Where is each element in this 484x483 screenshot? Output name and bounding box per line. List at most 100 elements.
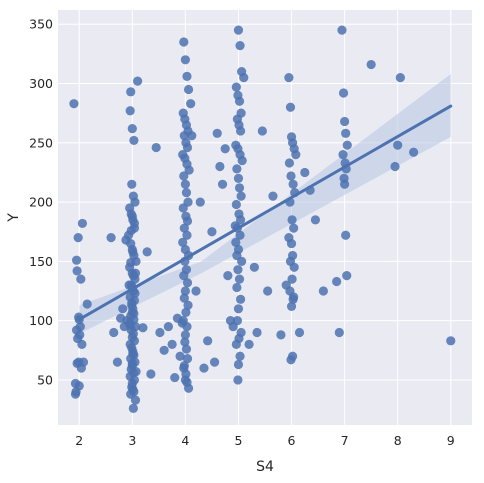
data-point <box>199 363 209 373</box>
confidence-band <box>79 74 451 334</box>
data-point <box>231 339 241 349</box>
data-point <box>126 87 136 97</box>
data-point <box>128 349 138 359</box>
data-point <box>128 247 138 257</box>
data-point <box>182 142 193 153</box>
data-point <box>341 128 351 138</box>
data-point <box>77 339 87 349</box>
data-point <box>151 142 161 153</box>
data-point <box>234 96 245 106</box>
data-point <box>286 171 296 181</box>
data-point <box>235 294 246 304</box>
data-point <box>409 147 419 157</box>
data-point <box>300 167 310 178</box>
data-point <box>127 211 137 221</box>
data-point <box>337 25 347 35</box>
data-point <box>126 225 136 236</box>
data-point <box>217 179 228 189</box>
data-point <box>125 320 135 330</box>
data-point <box>446 336 456 346</box>
data-point <box>180 179 190 189</box>
data-point <box>366 59 376 70</box>
data-point <box>249 262 259 272</box>
regression-line <box>77 104 453 321</box>
data-point <box>71 255 82 265</box>
y-tick-label: 200 <box>29 195 53 210</box>
data-point <box>183 300 193 310</box>
data-point <box>128 403 138 413</box>
data-point <box>184 165 194 175</box>
data-point <box>182 216 193 226</box>
data-point <box>232 316 242 326</box>
data-point <box>127 179 137 189</box>
data-point <box>178 203 188 213</box>
data-point <box>187 131 197 141</box>
data-point <box>179 361 189 371</box>
data-point <box>77 218 88 229</box>
data-point <box>159 345 169 355</box>
data-point <box>286 301 297 312</box>
data-point <box>233 265 243 275</box>
data-point <box>146 369 156 379</box>
data-point <box>179 293 189 303</box>
data-point <box>287 215 297 225</box>
data-point <box>73 233 83 243</box>
data-point <box>235 215 246 225</box>
data-point <box>289 262 299 272</box>
data-point <box>180 286 190 296</box>
data-point <box>191 286 201 296</box>
confidence-band-area <box>79 74 451 334</box>
data-point <box>286 355 296 365</box>
data-point <box>342 271 352 281</box>
data-point <box>233 25 244 35</box>
data-point <box>129 308 139 319</box>
data-point <box>294 327 305 338</box>
data-point <box>128 271 138 281</box>
data-point <box>231 237 241 247</box>
data-point <box>338 88 349 98</box>
data-point <box>181 344 192 354</box>
data-point <box>203 336 213 346</box>
data-point <box>183 84 194 95</box>
data-point <box>182 278 193 288</box>
data-point <box>284 158 295 168</box>
y-tick-label: 250 <box>29 135 53 150</box>
data-point <box>155 327 165 338</box>
x-tick-label: 2 <box>75 433 83 448</box>
data-point <box>234 274 245 284</box>
data-point <box>263 286 273 296</box>
data-point <box>237 155 247 166</box>
data-point <box>133 76 143 86</box>
x-tick-labels: 2 3 4 5 6 7 8 9 <box>75 433 455 448</box>
data-point <box>127 123 137 134</box>
data-point <box>178 237 188 247</box>
data-point <box>235 351 245 361</box>
data-point <box>340 179 350 189</box>
data-point <box>109 327 119 338</box>
data-point <box>318 286 328 296</box>
x-tick-label: 4 <box>181 433 189 448</box>
data-point <box>106 233 116 243</box>
data-point <box>127 358 137 368</box>
data-point <box>235 126 246 136</box>
data-point <box>237 256 247 266</box>
data-point <box>181 188 192 198</box>
data-point <box>180 337 190 347</box>
data-point <box>284 72 294 83</box>
data-point <box>233 173 244 183</box>
data-point <box>78 357 89 367</box>
x-tick-label: 5 <box>234 433 242 448</box>
x-tick-label: 8 <box>394 433 402 448</box>
y-tick-label: 50 <box>37 372 53 387</box>
data-point <box>310 215 321 225</box>
data-point <box>232 164 242 174</box>
data-point <box>131 367 141 377</box>
data-point <box>332 276 342 287</box>
data-point <box>129 135 139 146</box>
data-point <box>244 339 254 349</box>
data-point <box>167 339 177 349</box>
data-point <box>289 223 299 233</box>
data-point <box>181 307 191 317</box>
data-point <box>257 126 267 136</box>
